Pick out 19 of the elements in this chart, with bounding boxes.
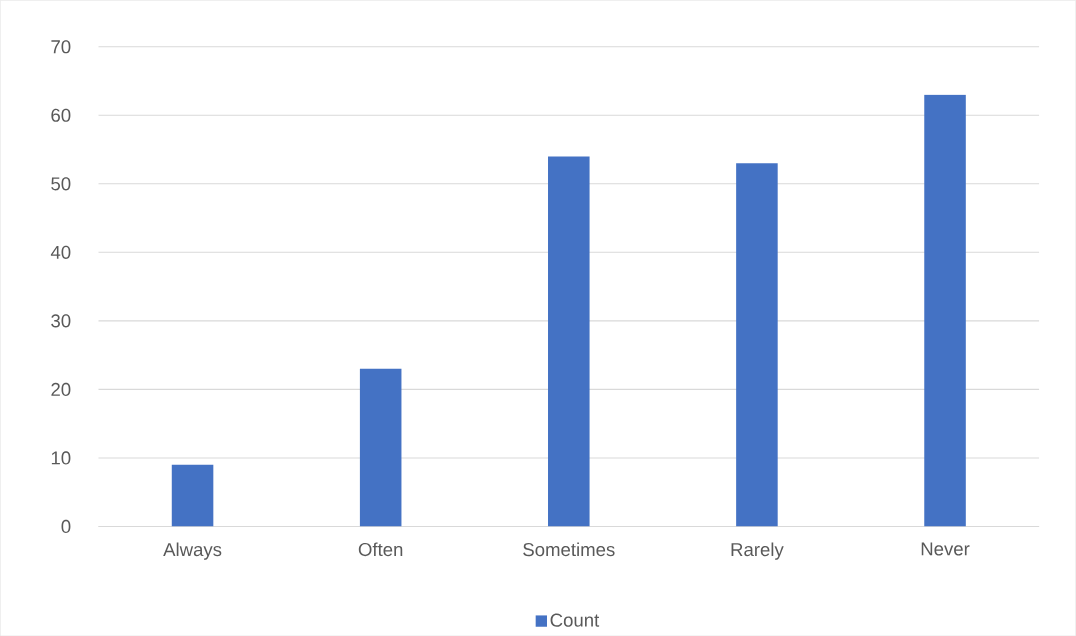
bar	[736, 163, 778, 527]
bar	[548, 156, 590, 527]
y-tick-label: 30	[51, 314, 71, 328]
legend-label: Count	[550, 613, 600, 627]
bar	[924, 94, 966, 527]
x-tick-label: Often	[358, 542, 403, 556]
x-tick-label: Never	[921, 542, 970, 556]
bar	[171, 464, 214, 527]
x-tick-label: Sometimes	[523, 542, 615, 557]
y-tick-label: 60	[51, 108, 71, 122]
x-tick-label: Always	[163, 542, 222, 560]
bar	[359, 368, 402, 527]
y-tick-label: 10	[51, 451, 71, 465]
y-tick-label: 40	[50, 245, 71, 259]
y-tick-label: 0	[61, 519, 71, 533]
y-tick-label: 70	[51, 40, 71, 54]
x-tick-label: Rarely	[731, 542, 784, 560]
y-tick-label: 50	[51, 177, 71, 191]
y-tick-label: 20	[51, 382, 71, 396]
